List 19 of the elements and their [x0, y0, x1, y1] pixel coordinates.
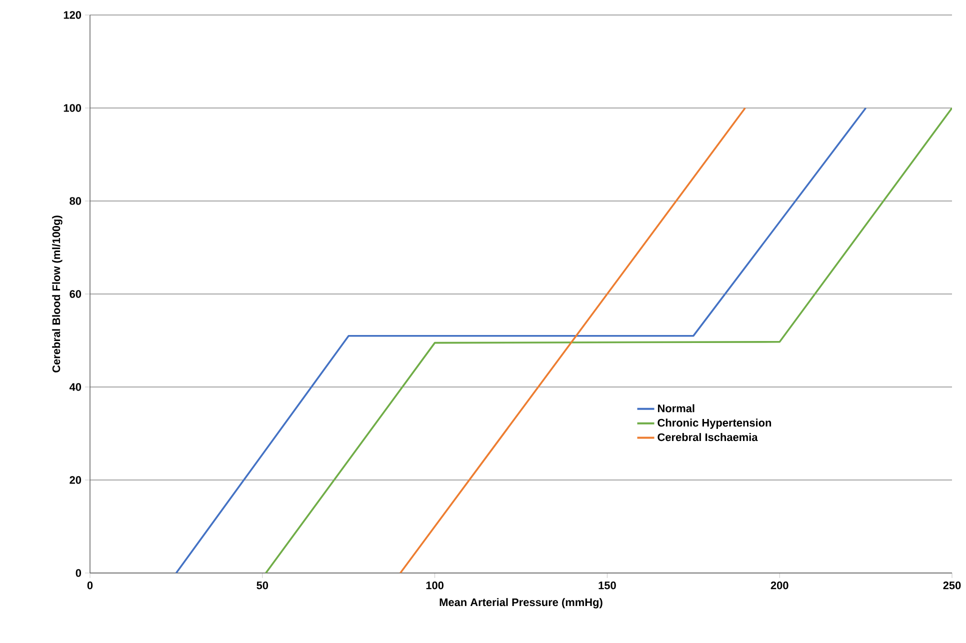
legend-label: Cerebral Ischaemia: [658, 433, 758, 442]
x-tick-label: 100: [426, 582, 444, 590]
x-axis-title: Mean Arterial Pressure (mmHg): [440, 598, 602, 608]
y-tick-label: 20: [70, 476, 82, 484]
x-tick-label: 150: [598, 582, 616, 590]
y-tick-label: 120: [64, 11, 82, 19]
y-tick-label: 60: [70, 290, 82, 298]
legend-label: Chronic Hypertension: [658, 418, 772, 429]
y-tick-label: 40: [69, 383, 82, 391]
y-tick-label: 100: [64, 104, 82, 112]
y-axis-title: Cerebral Blood Flow (ml/100g): [52, 216, 62, 372]
y-tick-label: 0: [76, 569, 82, 577]
line-series: [264, 107, 952, 573]
x-tick-label: 0: [87, 582, 93, 590]
x-tick-label: 50: [256, 582, 268, 590]
legend-label: Normal: [658, 404, 694, 412]
y-tick-label: 80: [70, 197, 82, 205]
x-tick-label: 250: [943, 582, 961, 590]
x-tick-label: 200: [770, 582, 788, 590]
